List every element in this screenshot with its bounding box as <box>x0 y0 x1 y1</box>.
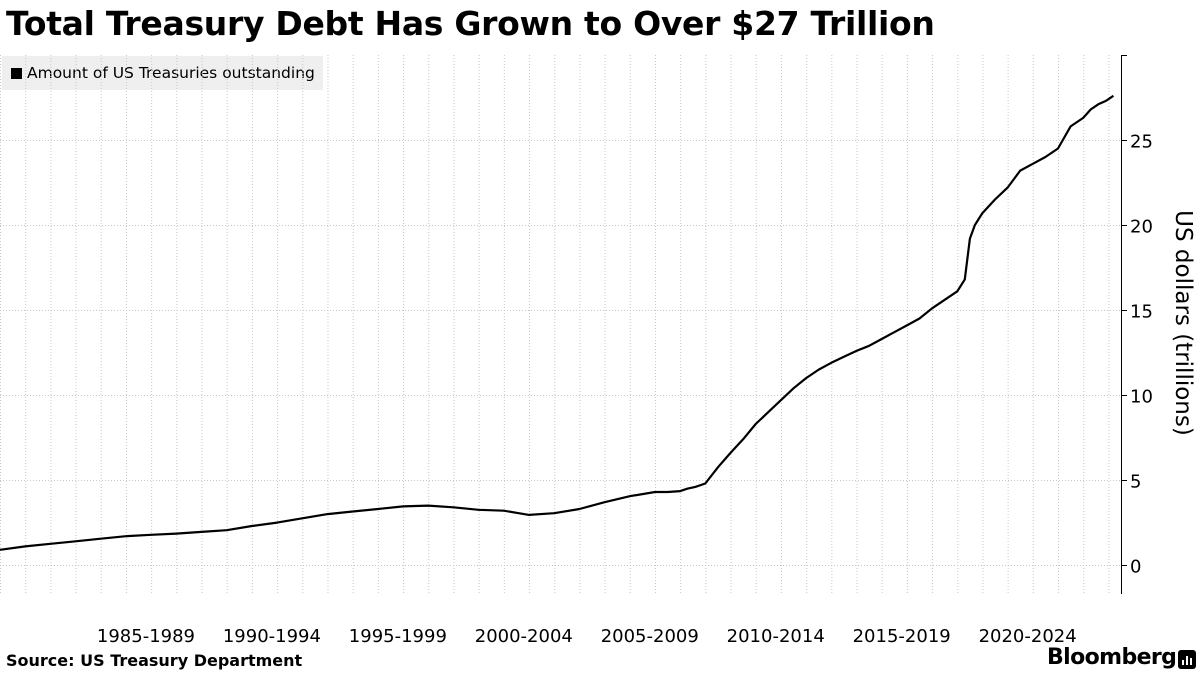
y-tick-label-25: 25 <box>1130 132 1153 153</box>
x-tick-label-1: 1990-1994 <box>223 626 321 647</box>
x-axis: 1985-1989 1990-1994 1995-1999 2000-2004 2005… <box>97 626 1077 647</box>
y-tick-label-10: 10 <box>1130 387 1153 408</box>
legend: Amount of US Treasuries outstanding <box>2 56 323 90</box>
series-layer <box>0 94 1115 551</box>
y-tick-label-5: 5 <box>1130 472 1141 493</box>
bar-chart-icon <box>1178 650 1196 669</box>
grid <box>0 55 1121 594</box>
x-tick-label-0: 1985-1989 <box>97 626 195 647</box>
legend-swatch-icon <box>11 67 22 79</box>
y-axis-label: US dollars (trillions) <box>1170 210 1196 436</box>
chart-title: Total Treasury Debt Has Grown to Over $2… <box>6 4 935 43</box>
x-tick-label-3: 2000-2004 <box>475 626 573 647</box>
x-tick-label-5: 2010-2014 <box>727 626 825 647</box>
x-tick-label-6: 2015-2019 <box>853 626 951 647</box>
legend-label: Amount of US Treasuries outstanding <box>27 64 315 82</box>
source-note: Source: US Treasury Department <box>6 651 303 670</box>
y-tick-label-15: 15 <box>1130 302 1153 323</box>
y-axis: 0 5 10 15 20 25 <box>1121 55 1153 594</box>
y-tick-label-20: 20 <box>1130 217 1153 238</box>
x-tick-label-4: 2005-2009 <box>601 626 699 647</box>
series-line-0 <box>0 94 1115 551</box>
x-tick-label-7: 2020-2024 <box>979 626 1077 647</box>
brand-logo: Bloomberg <box>1047 645 1177 670</box>
y-tick-label-0: 0 <box>1130 557 1141 578</box>
x-tick-label-2: 1995-1999 <box>349 626 447 647</box>
